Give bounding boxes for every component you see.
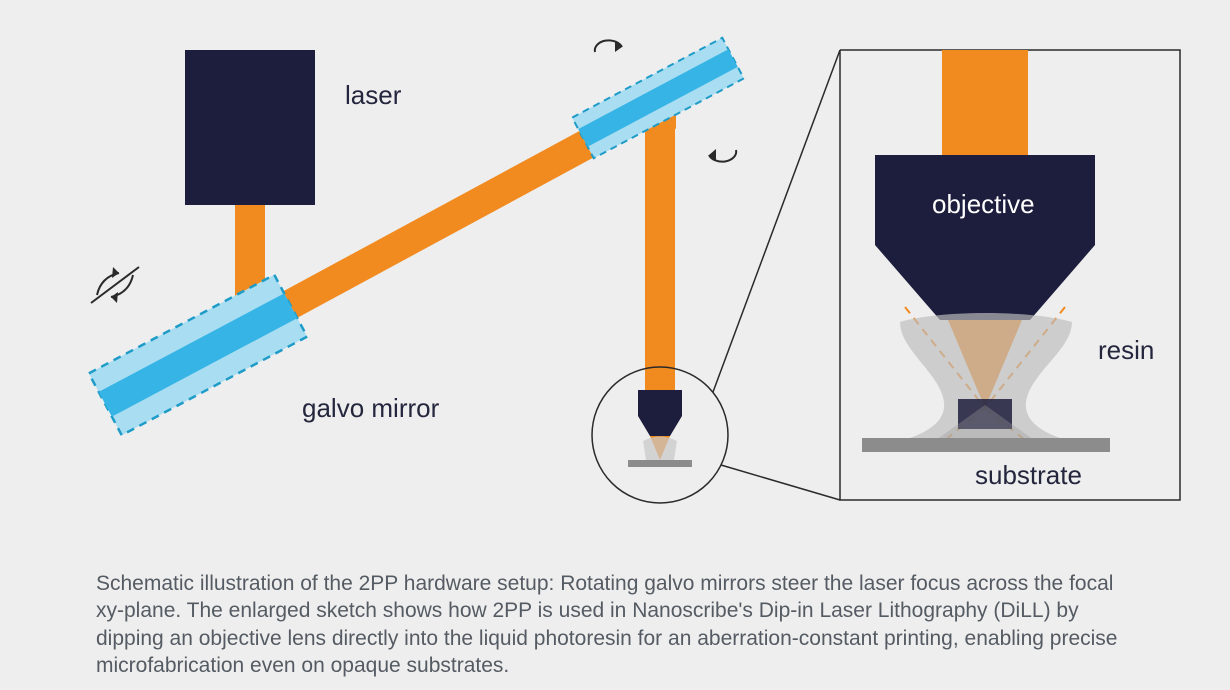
zoom-connector-bot bbox=[721, 465, 840, 500]
galvo-mirror-1 bbox=[89, 275, 307, 435]
detail-panel bbox=[840, 50, 1180, 500]
mirror1-rot-arrow bbox=[91, 267, 139, 303]
label-laser: laser bbox=[345, 80, 401, 111]
laser-box bbox=[185, 50, 315, 205]
caption-text: Schematic illustration of the 2PP hardwa… bbox=[96, 570, 1136, 679]
label-objective: objective bbox=[932, 189, 1035, 220]
small-objective bbox=[628, 390, 692, 467]
beam-seg-3 bbox=[645, 104, 675, 396]
zoom-connector-top bbox=[713, 50, 840, 392]
label-substrate: substrate bbox=[975, 460, 1082, 491]
substrate-bar bbox=[862, 438, 1110, 452]
label-galvo: galvo mirror bbox=[302, 393, 439, 424]
label-resin: resin bbox=[1098, 335, 1154, 366]
